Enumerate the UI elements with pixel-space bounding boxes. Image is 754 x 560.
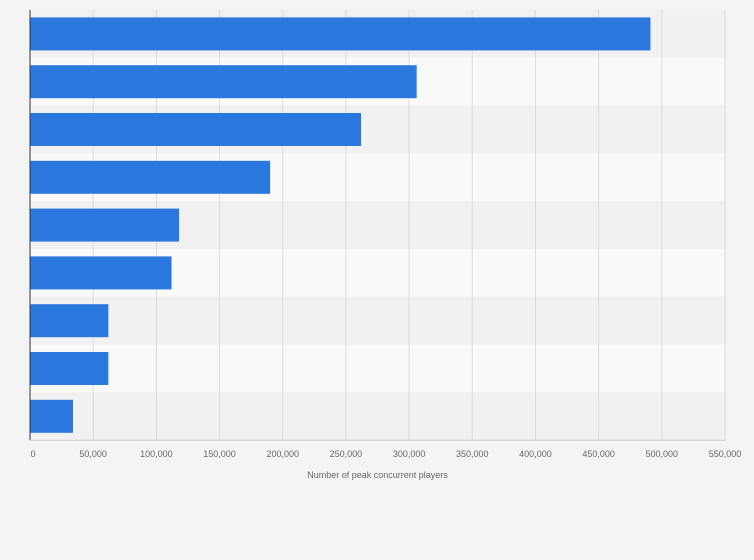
x-tick-label: 0 [30, 449, 35, 459]
bar[interactable] [30, 65, 417, 99]
x-tick-label: 300,000 [393, 449, 426, 459]
x-tick-label: 350,000 [456, 449, 489, 459]
x-tick-labels: 0 50,000 100,000 150,000 200,000 250,000 300,0… [30, 449, 741, 459]
bar[interactable] [30, 160, 271, 194]
bar[interactable] [30, 208, 180, 242]
x-tick-label: 100,000 [140, 449, 173, 459]
row-band [30, 344, 725, 393]
row-band [30, 296, 725, 345]
bar[interactable] [30, 17, 651, 51]
bar[interactable] [30, 399, 73, 433]
bar[interactable] [30, 304, 109, 338]
x-tick-label: 550,000 [709, 449, 742, 459]
x-tick-label: 150,000 [203, 449, 236, 459]
x-axis-label: Number of peak concurrent players [307, 470, 448, 480]
x-tick-label: 50,000 [79, 449, 107, 459]
bar[interactable] [30, 113, 362, 146]
bar[interactable] [30, 256, 172, 290]
x-tick-label: 400,000 [519, 449, 552, 459]
x-tick-label: 250,000 [330, 449, 363, 459]
x-tick-label: 450,000 [582, 449, 615, 459]
axes [29, 10, 725, 441]
row-band [30, 392, 725, 441]
bar[interactable] [30, 352, 109, 385]
bars [30, 17, 651, 433]
x-tick-label: 500,000 [646, 449, 679, 459]
x-tick-label: 200,000 [266, 449, 299, 459]
